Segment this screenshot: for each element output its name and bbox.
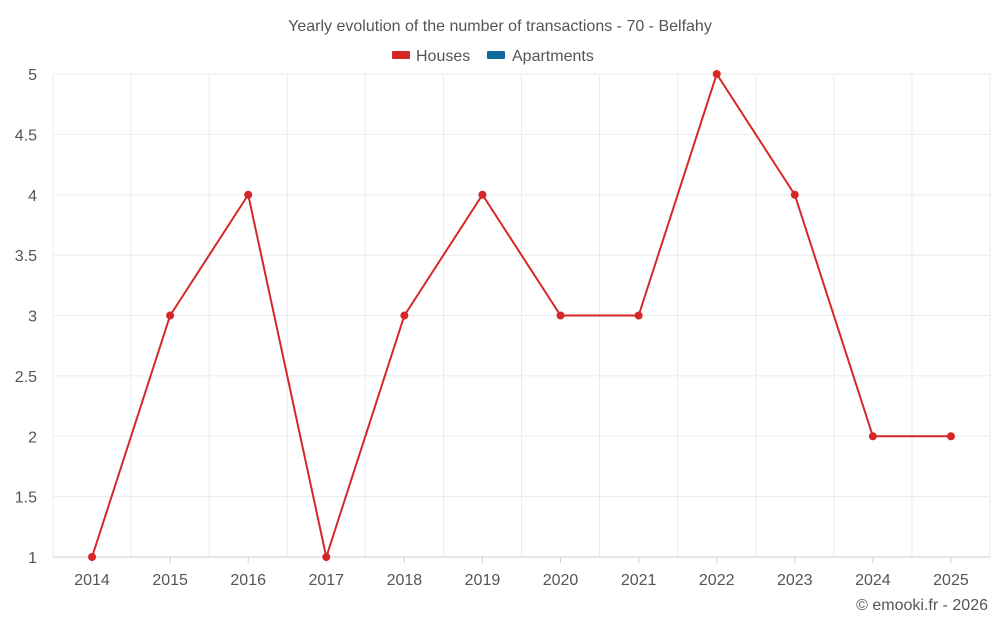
data-point[interactable] <box>946 432 955 441</box>
data-point[interactable] <box>556 311 565 320</box>
data-point[interactable] <box>634 311 643 320</box>
x-tick-label: 2025 <box>933 572 969 589</box>
x-tick-label: 2014 <box>74 572 110 589</box>
y-tick-label: 3.5 <box>15 248 37 265</box>
x-tick-label: 2023 <box>777 572 813 589</box>
data-point[interactable] <box>400 311 409 320</box>
x-tick-label: 2015 <box>152 572 188 589</box>
x-tick-label: 2019 <box>465 572 501 589</box>
x-tick-label: 2022 <box>699 572 735 589</box>
data-point[interactable] <box>712 70 721 78</box>
axes: 1 1.5 2 2.5 3 3.5 4 4.5 5 2014 2015 2016 2017 2018 201… <box>15 67 990 589</box>
legend-label-houses[interactable]: Houses <box>416 48 470 65</box>
data-point[interactable] <box>868 432 877 441</box>
series-line-houses <box>91 73 951 558</box>
legend: Houses Apartments <box>392 48 594 65</box>
data-point[interactable] <box>166 311 175 320</box>
data-point[interactable] <box>322 553 331 561</box>
grid <box>52 73 991 557</box>
y-tick-label: 1.5 <box>15 490 37 507</box>
chart-title: Yearly evolution of the number of transa… <box>288 18 712 35</box>
y-tick-label: 4.5 <box>15 127 37 144</box>
y-tick-label: 1 <box>28 550 37 567</box>
y-tick-label: 2.5 <box>15 369 37 386</box>
data-point[interactable] <box>244 190 253 199</box>
y-tick-label: 4 <box>28 188 37 205</box>
legend-swatch-apartments <box>487 51 505 59</box>
y-tick-label: 5 <box>28 67 37 84</box>
x-tick-label: 2024 <box>855 572 891 589</box>
data-point[interactable] <box>88 553 97 561</box>
credit-text: © emooki.fr - 2026 <box>856 597 988 614</box>
y-tick-label: 2 <box>28 429 37 446</box>
x-tick-label: 2021 <box>621 572 657 589</box>
x-tick-label: 2018 <box>387 572 423 589</box>
data-point[interactable] <box>790 190 799 199</box>
legend-swatch-houses <box>392 51 410 59</box>
x-tick-label: 2016 <box>230 572 266 589</box>
series-houses <box>88 70 955 561</box>
data-point[interactable] <box>478 190 487 199</box>
y-tick-label: 3 <box>28 309 37 326</box>
x-tick-label: 2020 <box>543 572 579 589</box>
x-tick-label: 2017 <box>308 572 344 589</box>
legend-label-apartments[interactable]: Apartments <box>512 48 594 65</box>
